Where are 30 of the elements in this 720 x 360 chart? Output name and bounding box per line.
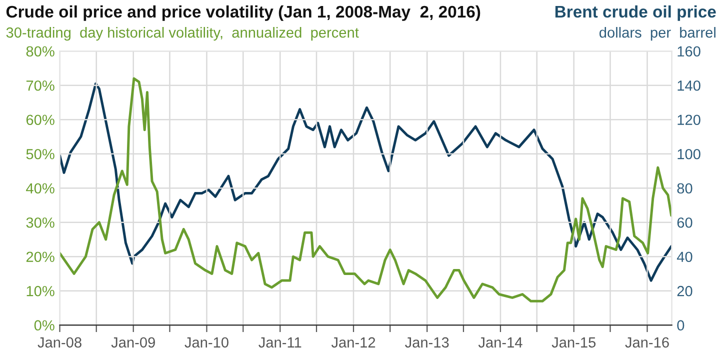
x-tick-label: Jan-11 <box>258 337 302 348</box>
y-tick-label: 50% <box>26 148 54 160</box>
y2-tick-label: 100 <box>678 148 700 160</box>
x-tick-label: Jan-08 <box>38 337 82 348</box>
x-tick-label: Jan-13 <box>405 337 449 348</box>
y2-tick-label: 0 <box>677 320 684 331</box>
y2-tick-label: 40 <box>676 252 692 262</box>
x-tick-label: Jan-15 <box>552 337 596 348</box>
y2-tick-label: 60 <box>677 217 692 228</box>
x-tick-label: Jan-16 <box>625 337 669 348</box>
y-tick-label: 0% <box>34 320 54 331</box>
y-tick-label: 60% <box>26 114 54 126</box>
y2-tick-label: 80 <box>677 183 692 194</box>
y-tick-label: 70% <box>26 80 54 91</box>
y2-axis-title: Brent crude oil price dollars per barrel <box>555 5 716 41</box>
y-axis-title: 30-trading day historical volatility, annualized percent <box>6 27 359 41</box>
y-tick-label: 20% <box>26 252 54 262</box>
chart-title: Crude oil price and price volatility (Jan 1, 2008-May 2, 2016) <box>6 5 480 21</box>
x-tick-label: Jan-10 <box>184 337 228 348</box>
y2-tick-label: 160 <box>678 46 700 57</box>
x-tick-label: Jan-09 <box>111 337 155 348</box>
x-tick-label: Jan-14 <box>478 337 522 348</box>
y-tick-label: 30% <box>26 217 54 228</box>
x-tick-label: Jan-12 <box>331 337 376 348</box>
y-tick-label: 10% <box>26 286 54 296</box>
y-tick-label: 40% <box>26 183 54 194</box>
y2-tick-label: 120 <box>678 114 700 126</box>
y-tick-label: 80% <box>26 46 54 57</box>
y2-tick-label: 20 <box>677 286 692 296</box>
y2-tick-label: 140 <box>678 80 700 91</box>
